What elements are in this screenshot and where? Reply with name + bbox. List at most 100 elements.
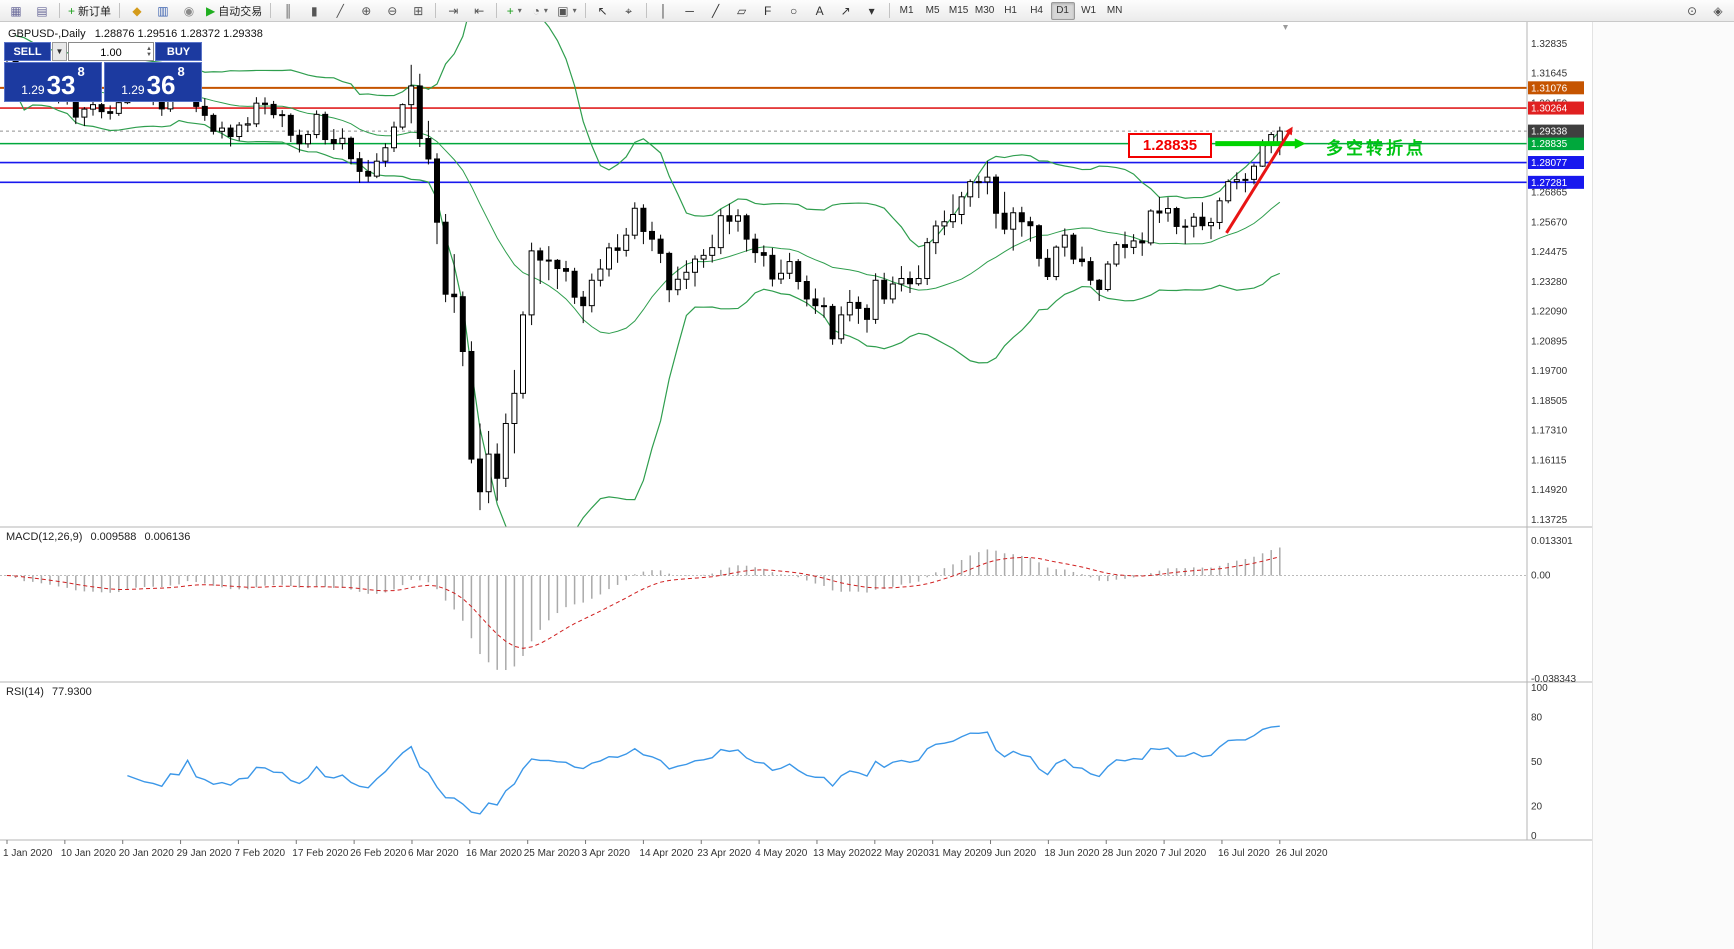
- macd-bar: [1201, 567, 1204, 576]
- channel-icon[interactable]: ▱: [729, 1, 755, 21]
- sell-button[interactable]: SELL: [4, 42, 51, 61]
- toolbar: ▦ ▤ + 新订单 ◆ ▥ ◉ ▶ 自动交易 ║ ▮ ╱ ⊕ ⊖ ⊞ ⇥ ⇤ + ▾ ◔ ▾ ▣ ▾ ↖ ⌖ │ ─ ╱ ▱ F ○ A ↗ ▾ M…: [0, 0, 1734, 22]
- macd-bar: [367, 575, 369, 594]
- macd-bar: [1193, 567, 1195, 576]
- drawing-more-icon[interactable]: ▾: [859, 1, 885, 21]
- toolbar-separator: [270, 3, 272, 18]
- timeframe-m1[interactable]: M1: [899, 5, 914, 16]
- indicators-add-icon[interactable]: + ▾: [501, 1, 527, 21]
- toolbar-separator: [888, 3, 890, 18]
- candle-body: [1010, 212, 1017, 230]
- buy-price-button[interactable]: 1.29 36 8: [104, 62, 202, 102]
- macd-bar: [1124, 575, 1126, 579]
- volume-dropdown-button[interactable]: ▼: [52, 42, 67, 61]
- zoom-out-icon[interactable]: ⊖: [379, 1, 405, 21]
- horizontal-line-icon[interactable]: ─: [677, 1, 703, 21]
- macd-bar: [625, 575, 627, 581]
- buy-button[interactable]: BUY: [155, 42, 202, 61]
- new-order-button[interactable]: + 新订单: [64, 1, 115, 21]
- macd-bar: [23, 575, 25, 582]
- tile-windows-icon[interactable]: ⊞: [405, 1, 431, 21]
- indicators-add-icon: +: [506, 3, 514, 18]
- chart-shift-icon: ⇤: [474, 3, 485, 18]
- price-line-badge: 1.31076: [1528, 81, 1584, 95]
- current-price-badge-bg: [1528, 124, 1584, 138]
- macd-bar: [238, 575, 240, 590]
- crosshair-icon[interactable]: ⌖: [616, 1, 642, 21]
- pointer-tool-icon[interactable]: ◈: [1705, 1, 1731, 21]
- candle-body: [812, 298, 819, 307]
- price-tick-label: 1.20895: [1531, 336, 1568, 347]
- candle-body: [958, 196, 965, 215]
- volume-down-icon[interactable]: ▼: [146, 51, 152, 58]
- candle-body: [778, 272, 784, 280]
- date-label: 25 Mar 2020: [524, 848, 581, 859]
- candle: [382, 143, 389, 167]
- turning-point-annotation[interactable]: 多空转折点: [1326, 139, 1426, 158]
- search-icon[interactable]: ⊙: [1679, 1, 1705, 21]
- text-icon[interactable]: A: [807, 1, 833, 21]
- auto-trading-button[interactable]: ▶ 自动交易: [202, 1, 266, 21]
- market-watch-icon[interactable]: ▥: [150, 1, 176, 21]
- macd-bar: [1089, 575, 1092, 578]
- timeframe-d1[interactable]: D1: [1050, 1, 1075, 20]
- timeframe-m5[interactable]: M5: [925, 5, 940, 16]
- volume-input[interactable]: [69, 44, 153, 62]
- shapes-icon[interactable]: ○: [781, 1, 807, 21]
- timeframe-m30[interactable]: M30: [974, 5, 995, 16]
- profiles-icon[interactable]: ▤: [29, 1, 55, 21]
- candle-body: [1079, 258, 1085, 263]
- candle-body: [502, 422, 509, 479]
- candle-body: [984, 176, 991, 183]
- candle-body: [1096, 279, 1103, 290]
- candle-body: [477, 458, 483, 493]
- fibonacci-icon[interactable]: F: [755, 1, 781, 21]
- macd-bar: [247, 575, 249, 590]
- candle: [760, 245, 767, 267]
- drawing-more-icon: ▾: [868, 3, 875, 18]
- volume-steppers[interactable]: ▲ ▼: [146, 43, 152, 60]
- timeframe-h4[interactable]: H4: [1030, 5, 1043, 16]
- candlestick-type-icon[interactable]: ▮: [301, 1, 327, 21]
- sell-price-button[interactable]: 1.29 33 8: [4, 62, 102, 102]
- timeframe-h1[interactable]: H1: [1004, 5, 1017, 16]
- price-callout-box[interactable]: 1.28835: [1128, 133, 1212, 158]
- auto-scroll-icon[interactable]: ⇥: [440, 1, 466, 21]
- new-order-icon: +: [68, 3, 76, 18]
- candle: [502, 413, 509, 487]
- line-chart-type-icon[interactable]: ╱: [327, 1, 353, 21]
- macd-pane-plot: [0, 547, 1527, 671]
- macd-bar: [221, 575, 223, 588]
- timeframe-m15[interactable]: M15: [948, 5, 969, 16]
- date-label: 23 Apr 2020: [697, 848, 751, 859]
- macd-bar: [1279, 547, 1281, 576]
- timeframe-w1[interactable]: W1: [1081, 5, 1097, 16]
- vertical-line-icon[interactable]: │: [651, 1, 677, 21]
- candle: [494, 443, 501, 501]
- charts-icon[interactable]: ◆: [124, 1, 150, 21]
- price-tick-label: 1.13725: [1531, 515, 1568, 526]
- macd-bar: [152, 575, 154, 587]
- trendline-icon[interactable]: ╱: [703, 1, 729, 21]
- arrows-icon[interactable]: ↗: [833, 1, 859, 21]
- timeframe-mn[interactable]: MN: [1106, 5, 1123, 16]
- rsi-axis-label: 50: [1531, 757, 1543, 768]
- toolbar-separator: [584, 3, 586, 18]
- candle-body: [520, 314, 526, 394]
- candle-body: [975, 181, 982, 184]
- candle: [597, 259, 604, 287]
- cursor-icon[interactable]: ↖: [590, 1, 616, 21]
- periods-icon[interactable]: ◔ ▾: [527, 1, 553, 21]
- candle: [1010, 207, 1017, 251]
- rsi-axis-label: 0: [1531, 831, 1537, 842]
- chart-shift-icon[interactable]: ⇤: [466, 1, 492, 21]
- red-trend-arrow[interactable]: [1225, 130, 1292, 234]
- volume-up-icon[interactable]: ▲: [146, 45, 152, 52]
- candle-body: [674, 278, 681, 291]
- bar-chart-type-icon[interactable]: ║: [275, 1, 301, 21]
- candle: [201, 98, 208, 121]
- templates-icon[interactable]: ▣ ▾: [553, 1, 580, 21]
- navigator-icon[interactable]: ◉: [176, 1, 202, 21]
- zoom-in-icon[interactable]: ⊕: [353, 1, 379, 21]
- chart-window-icon[interactable]: ▦: [3, 1, 29, 21]
